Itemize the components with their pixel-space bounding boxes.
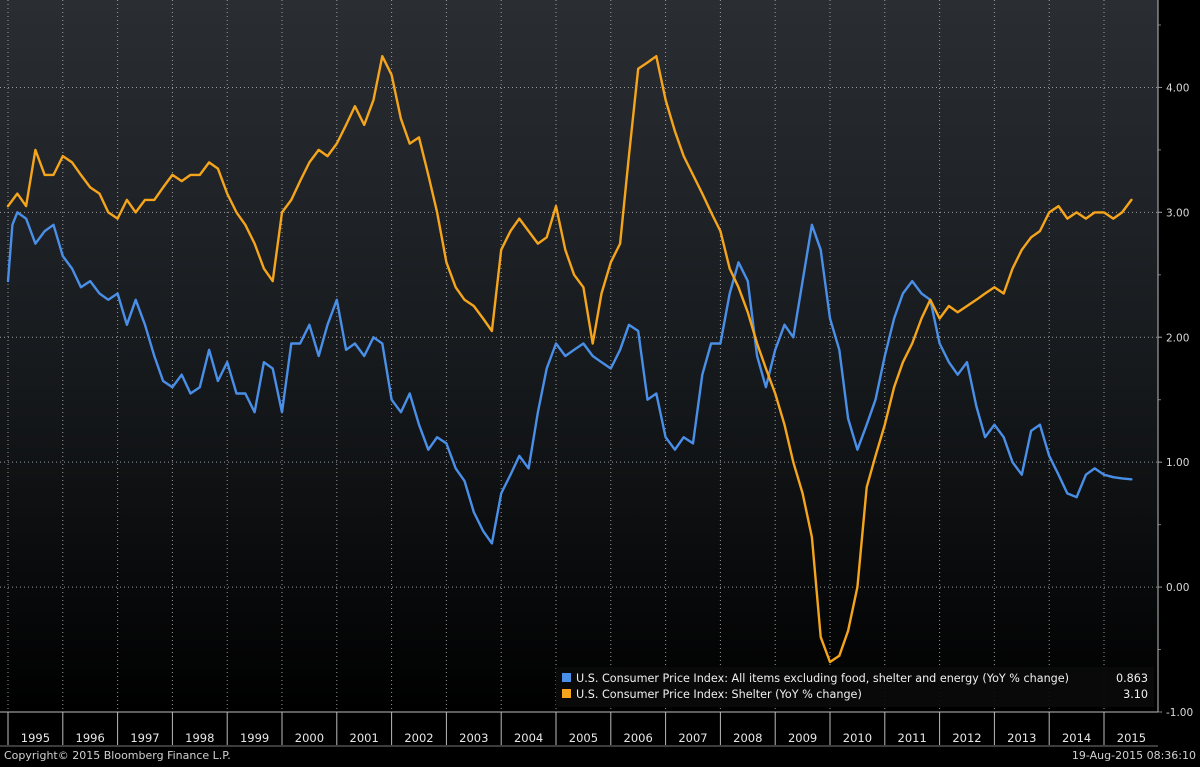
legend-value-2: 3.10 xyxy=(1123,688,1148,701)
x-tick-label: 2002 xyxy=(404,731,433,745)
x-axis-band xyxy=(0,712,1158,746)
y-tick-label: 3.00 xyxy=(1166,207,1189,219)
x-tick-label: 2012 xyxy=(952,731,981,745)
grid xyxy=(0,0,1158,713)
x-axis: 1995 1996 1997 1998 1999 2000 2001 2002 2003 2004… xyxy=(0,711,1158,747)
x-tick-label: 2013 xyxy=(1007,731,1036,745)
legend-value-1: 0.863 xyxy=(1116,672,1148,685)
x-tick-label: 2006 xyxy=(624,731,653,745)
legend-swatch-1 xyxy=(562,673,571,682)
x-tick-label: 2011 xyxy=(898,731,927,745)
series-line-2 xyxy=(6,55,1133,664)
x-tick-label: 2003 xyxy=(459,731,488,745)
x-tick-label: 2005 xyxy=(569,731,598,745)
plot-background xyxy=(0,0,1158,712)
x-tick-label: 2015 xyxy=(1117,731,1146,745)
y-tick-label: 0.00 xyxy=(1166,582,1189,594)
x-tick-label: 2001 xyxy=(350,731,379,745)
x-tick-label: 2014 xyxy=(1062,731,1091,745)
x-tick-label: 2010 xyxy=(843,731,872,745)
x-tick-label: 1997 xyxy=(130,731,159,745)
y-axis: -1.00 0.00 1.00 2.00 3.00 4.00 xyxy=(1157,0,1193,719)
series-line-1 xyxy=(6,211,1133,545)
x-tick-label: 1995 xyxy=(21,731,50,745)
x-tick-label: 1999 xyxy=(240,731,269,745)
y-tick-label: -1.00 xyxy=(1166,707,1193,719)
y-tick-label: 2.00 xyxy=(1166,332,1189,344)
x-tick-label: 1998 xyxy=(185,731,214,745)
legend-box xyxy=(556,667,1154,707)
x-tick-label: 2008 xyxy=(733,731,762,745)
legend: U.S. Consumer Price Index: All items exc… xyxy=(556,667,1154,707)
x-tick-label: 2004 xyxy=(514,731,543,745)
series-lines xyxy=(6,55,1133,664)
x-tick-label: 1996 xyxy=(76,731,105,745)
timestamp-text: 19-Aug-2015 08:36:10 xyxy=(1072,749,1196,762)
x-tick-label: 2000 xyxy=(295,731,324,745)
y-tick-label: 1.00 xyxy=(1166,457,1189,469)
copyright-text: Copyright© 2015 Bloomberg Finance L.P. xyxy=(4,749,231,762)
legend-label-2: U.S. Consumer Price Index: Shelter (YoY … xyxy=(576,688,862,701)
y-tick-label: 4.00 xyxy=(1166,82,1189,94)
legend-swatch-2 xyxy=(562,689,571,698)
legend-label-1: U.S. Consumer Price Index: All items exc… xyxy=(576,672,1069,685)
footer: Copyright© 2015 Bloomberg Finance L.P. 1… xyxy=(4,749,1196,762)
x-tick-label: 2007 xyxy=(678,731,707,745)
x-tick-label: 2009 xyxy=(788,731,817,745)
